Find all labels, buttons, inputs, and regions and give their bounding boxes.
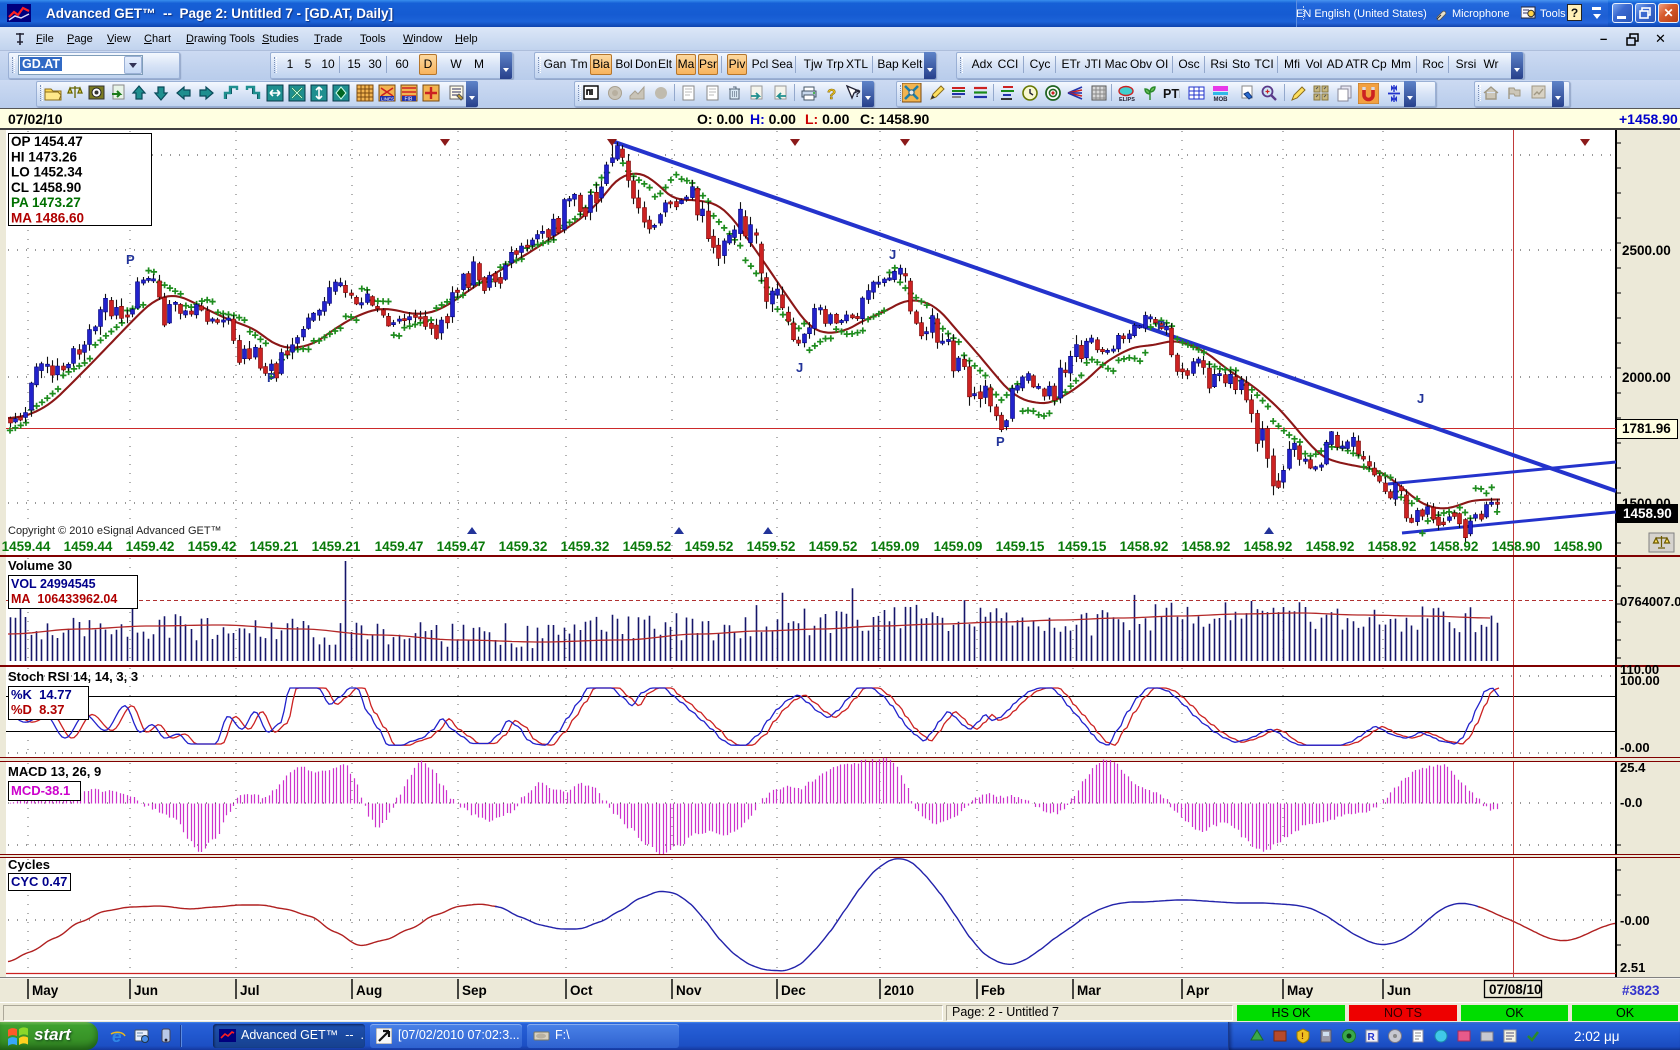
svg-text:R: R	[1368, 1032, 1376, 1043]
svg-text:Nov: Nov	[676, 983, 702, 998]
svg-text:Stoch RSI 14, 14, 3, 3: Stoch RSI 14, 14, 3, 3	[8, 669, 138, 684]
svg-text:0764007.0: 0764007.0	[1620, 594, 1680, 609]
svg-text:1459.15: 1459.15	[1058, 539, 1107, 554]
svg-text:1459.32: 1459.32	[499, 539, 548, 554]
svg-text:#3823: #3823	[1622, 983, 1660, 998]
svg-text:Apr: Apr	[1186, 983, 1210, 998]
svg-text:FIB: FIB	[405, 97, 413, 103]
svg-text:1459.21: 1459.21	[312, 539, 361, 554]
svg-text:?: ?	[854, 88, 861, 100]
svg-text:1459.09: 1459.09	[934, 539, 983, 554]
svg-text:1459.52: 1459.52	[623, 539, 672, 554]
svg-text:2000.00: 2000.00	[1622, 370, 1671, 385]
svg-text:%K 14.77: %K 14.77	[11, 687, 72, 702]
svg-text:May: May	[32, 983, 59, 998]
svg-text:Sep: Sep	[462, 983, 487, 998]
svg-text:1459.15: 1459.15	[996, 539, 1045, 554]
svg-text:1459.42: 1459.42	[188, 539, 237, 554]
svg-text:Mar: Mar	[1077, 983, 1102, 998]
svg-text:Cycles: Cycles	[8, 857, 50, 872]
svg-text:!: !	[1301, 1031, 1304, 1041]
svg-text:ELIPS: ELIPS	[1119, 97, 1135, 102]
svg-text:Jun: Jun	[134, 983, 158, 998]
svg-text:25.4: 25.4	[1620, 760, 1646, 775]
svg-text:1459.32: 1459.32	[561, 539, 610, 554]
svg-text:1458.92: 1458.92	[1182, 539, 1231, 554]
svg-text:Jun: Jun	[1387, 983, 1411, 998]
svg-text:-0.0: -0.0	[1620, 795, 1642, 810]
svg-text:P: P	[1157, 318, 1166, 333]
svg-text:07/08/10: 07/08/10	[1489, 982, 1542, 997]
svg-text:1459.52: 1459.52	[809, 539, 858, 554]
svg-text:May: May	[1287, 983, 1314, 998]
svg-text:CL 1458.90: CL 1458.90	[11, 180, 81, 195]
svg-text:1458.90: 1458.90	[1554, 539, 1603, 554]
svg-text:J: J	[889, 247, 896, 262]
svg-text:Feb: Feb	[981, 983, 1005, 998]
svg-text:1459.52: 1459.52	[685, 539, 734, 554]
svg-text:e: e	[112, 1027, 121, 1045]
svg-text:2500.00: 2500.00	[1622, 243, 1671, 258]
svg-text:Oct: Oct	[570, 983, 593, 998]
svg-text:1459.42: 1459.42	[126, 539, 175, 554]
svg-text:1459.09: 1459.09	[871, 539, 920, 554]
svg-text:CYC 0.47: CYC 0.47	[11, 874, 67, 889]
svg-text:OP 1454.47: OP 1454.47	[11, 134, 83, 149]
svg-text:1781.96: 1781.96	[1622, 421, 1671, 436]
svg-text:1458.90: 1458.90	[1623, 506, 1672, 521]
svg-text:1458.92: 1458.92	[1120, 539, 1169, 554]
svg-text:P: P	[267, 370, 276, 385]
svg-text:1458.92: 1458.92	[1430, 539, 1479, 554]
svg-text:Copyright © 2010 eSignal Advan: Copyright © 2010 eSignal Advanced GET™	[8, 525, 222, 537]
svg-text:HI 1473.26: HI 1473.26	[11, 149, 78, 164]
svg-text:1458.92: 1458.92	[1368, 539, 1417, 554]
svg-text:P: P	[996, 434, 1005, 449]
svg-text:110.00: 110.00	[1620, 662, 1659, 677]
svg-text:Jul: Jul	[240, 983, 260, 998]
svg-text:MA 106433962.04: MA 106433962.04	[11, 592, 117, 606]
svg-text:-0.00: -0.00	[1620, 740, 1650, 755]
svg-text:Aug: Aug	[356, 983, 382, 998]
svg-text:1459.52: 1459.52	[747, 539, 796, 554]
svg-text:1459.21: 1459.21	[250, 539, 299, 554]
svg-text:J: J	[1417, 391, 1424, 406]
svg-text:?: ?	[827, 86, 836, 102]
svg-text:1459.44: 1459.44	[64, 539, 113, 554]
svg-text:2.51: 2.51	[1620, 960, 1645, 975]
svg-text:VOL 24994545: VOL 24994545	[11, 577, 96, 591]
svg-text:1459.47: 1459.47	[437, 539, 486, 554]
svg-text:%D 8.37: %D 8.37	[11, 702, 64, 717]
svg-text:1458.90: 1458.90	[1492, 539, 1541, 554]
svg-text:MOB: MOB	[1214, 97, 1229, 102]
svg-text:Dec: Dec	[781, 983, 806, 998]
svg-text:MA 1486.60: MA 1486.60	[11, 211, 84, 226]
svg-text:100.00: 100.00	[1620, 673, 1660, 688]
svg-text:MACD 13, 26, 9: MACD 13, 26, 9	[8, 764, 101, 779]
svg-text:Volume 30: Volume 30	[8, 558, 72, 573]
svg-text:LINES: LINES	[381, 97, 394, 102]
svg-text:1459.47: 1459.47	[375, 539, 424, 554]
svg-text:1458.92: 1458.92	[1306, 539, 1355, 554]
svg-text:1459.44: 1459.44	[2, 539, 51, 554]
svg-text:2010: 2010	[884, 983, 914, 998]
svg-text:PA 1473.27: PA 1473.27	[11, 195, 81, 210]
svg-text:LO 1452.34: LO 1452.34	[11, 165, 83, 180]
svg-text:-0.00: -0.00	[1620, 913, 1650, 928]
svg-text:MCD-38.1: MCD-38.1	[11, 783, 70, 798]
svg-text:PTI: PTI	[1163, 87, 1180, 101]
svg-text:1458.92: 1458.92	[1244, 539, 1293, 554]
svg-text:P: P	[126, 252, 135, 267]
svg-text:J: J	[796, 360, 803, 375]
